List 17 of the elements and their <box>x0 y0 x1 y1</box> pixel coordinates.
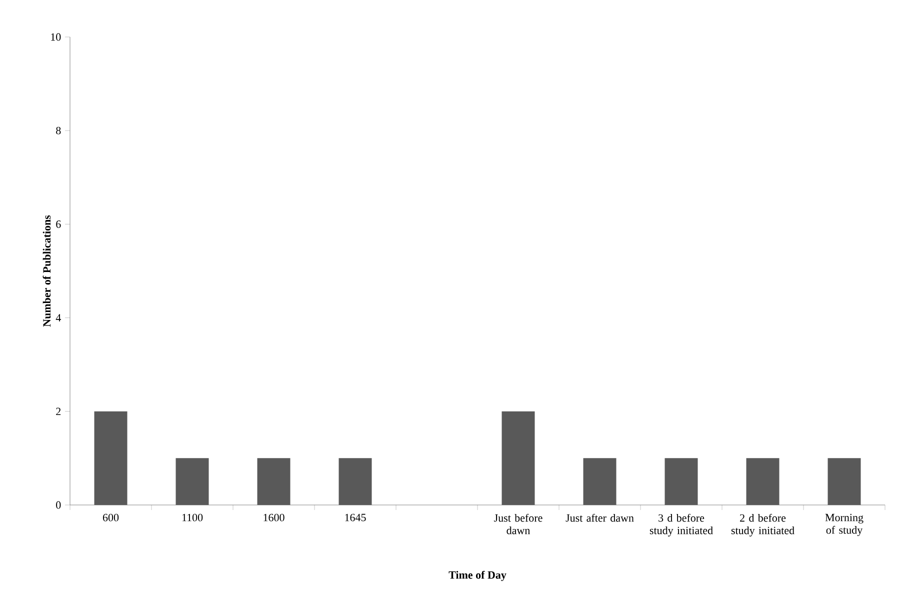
x-tick-label: 1645 <box>345 514 366 522</box>
y-tick-label: 8 <box>56 126 61 134</box>
y-tick-label: 10 <box>51 33 61 41</box>
x-tick-label: 3 d before study initiated <box>650 514 713 536</box>
y-axis-title: Number of Publications <box>42 215 51 327</box>
y-tick-label: 4 <box>56 314 61 322</box>
y-tick-label: 6 <box>56 220 61 228</box>
x-tick-label: 600 <box>102 514 119 522</box>
x-tick-label: 1100 <box>182 514 203 522</box>
y-tick-label: 2 <box>56 408 61 416</box>
x-tick-label: 1600 <box>264 514 284 522</box>
x-tick-label: Just before dawn <box>494 514 542 534</box>
x-tick-label: Morning of study <box>825 514 864 536</box>
x-axis-title: Time of Day <box>448 570 506 581</box>
y-tick-label: 0 <box>56 501 61 509</box>
x-tick-label: Just after dawn <box>566 514 634 522</box>
x-tick-label: 2 d before study initiated <box>731 514 794 536</box>
